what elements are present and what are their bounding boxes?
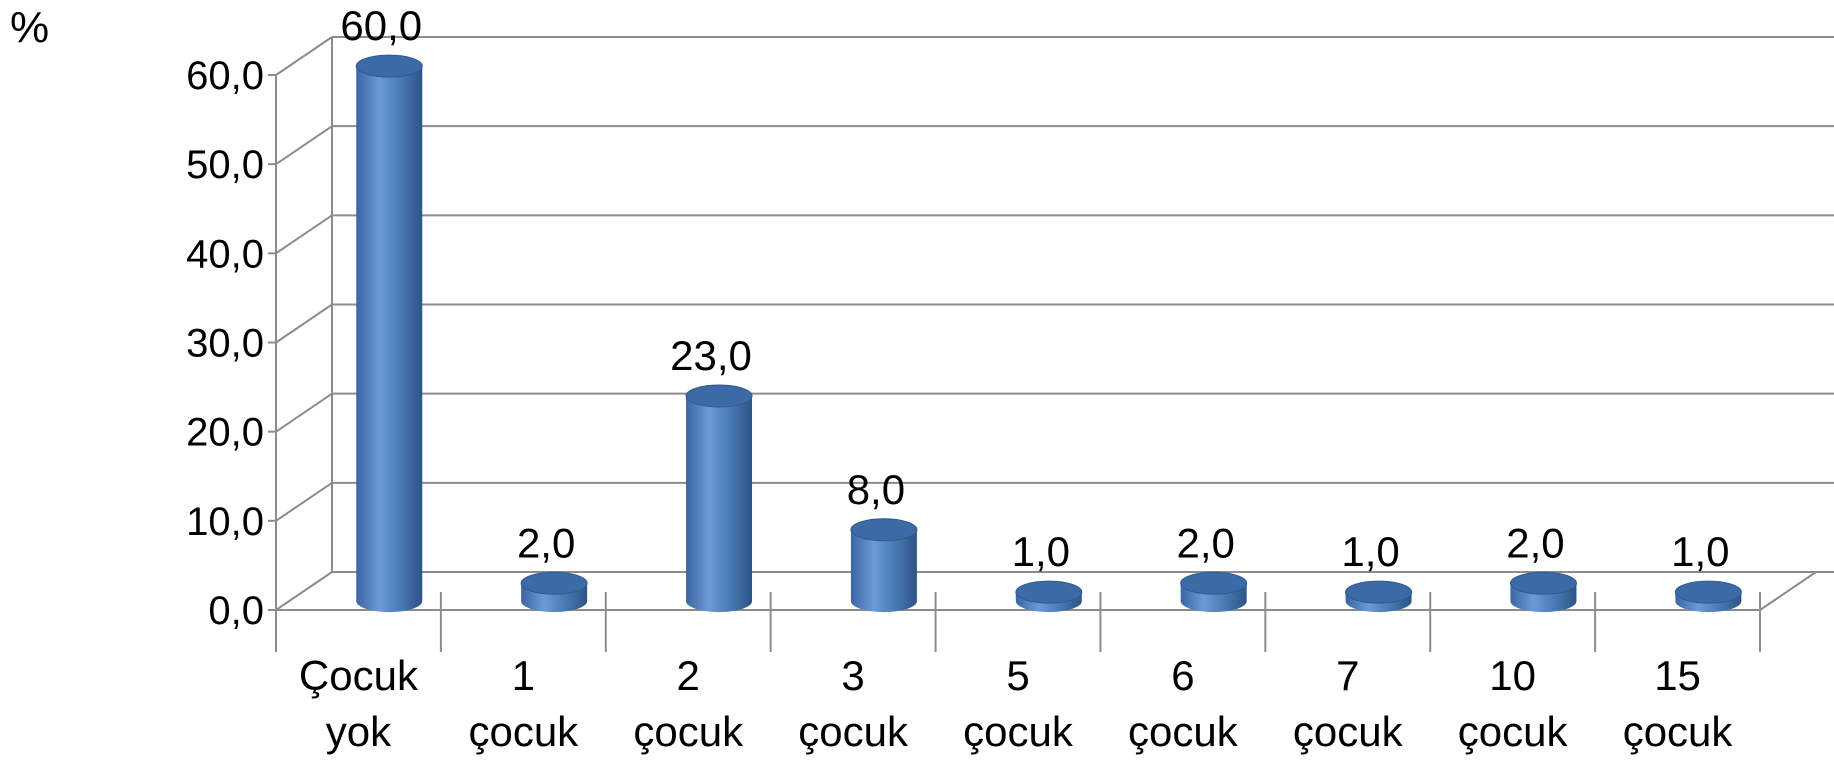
x-category-label: 2	[677, 652, 700, 699]
bar	[1015, 580, 1083, 613]
x-category-label: 5	[1006, 652, 1029, 699]
bar-top	[355, 54, 423, 78]
bar	[850, 518, 918, 613]
bar-top	[1345, 580, 1413, 604]
bar-body	[686, 396, 753, 613]
x-category-label: çocuk	[1293, 708, 1404, 755]
data-label: 1,0	[1671, 528, 1729, 575]
bar-top	[1015, 580, 1083, 604]
x-category-label: çocuk	[1458, 708, 1569, 755]
bars	[355, 54, 1742, 613]
x-category-label: 6	[1171, 652, 1194, 699]
bar	[1345, 580, 1413, 613]
side-wall-gridline	[275, 125, 333, 165]
floor-edge	[1759, 571, 1817, 611]
bar-top	[685, 384, 753, 408]
y-tick-label: 60,0	[186, 54, 264, 98]
bar	[1674, 580, 1742, 613]
bar	[685, 384, 753, 613]
bar-top	[1180, 571, 1248, 595]
side-wall-gridline	[275, 214, 333, 255]
x-category-label: 1	[512, 652, 535, 699]
bar-top	[520, 571, 588, 595]
data-label: 1,0	[1341, 528, 1399, 575]
y-tick-label: 50,0	[186, 143, 264, 187]
y-tick-label: 40,0	[186, 232, 264, 276]
grid-lines	[275, 36, 1834, 611]
side-wall-gridline	[275, 482, 333, 522]
y-tick-label: 20,0	[186, 411, 264, 455]
x-category-label: çocuk	[1623, 708, 1734, 755]
x-category-label: 3	[841, 652, 864, 699]
data-label: 8,0	[847, 466, 905, 513]
axes	[268, 37, 1817, 652]
bar-top	[1674, 580, 1742, 604]
x-category-label: çocuk	[1128, 708, 1239, 755]
x-category-label: 10	[1489, 652, 1536, 699]
y-tick-label: 10,0	[186, 500, 264, 544]
x-category-label: çocuk	[468, 708, 579, 755]
y-unit-label: %	[10, 3, 49, 52]
bar-top	[1509, 571, 1577, 595]
x-category-label: 7	[1336, 652, 1359, 699]
y-tick-label: 30,0	[186, 322, 264, 366]
labels: 0,0 10,0 20,0 30,0 40,0 50,0 60,0% 60,0 Çocuk yok…	[10, 2, 1733, 755]
bar	[1509, 571, 1577, 613]
x-category-label: çocuk	[798, 708, 909, 755]
data-label: 2,0	[1506, 519, 1564, 566]
side-wall-gridline	[275, 392, 333, 433]
bar-body	[356, 66, 423, 613]
data-label: 23,0	[670, 332, 752, 379]
x-category-label: Çocuk	[299, 652, 419, 699]
y-tick-label: 0,0	[208, 589, 264, 633]
side-wall-gridline	[275, 571, 333, 611]
bar	[1180, 571, 1248, 613]
bar-body	[850, 529, 917, 613]
data-label: 2,0	[1176, 519, 1234, 566]
bar	[520, 571, 588, 613]
data-label: 1,0	[1012, 528, 1070, 575]
bar	[355, 54, 423, 613]
data-label: 60,0	[340, 2, 422, 49]
x-category-label: çocuk	[633, 708, 744, 755]
x-category-label: yok	[326, 708, 392, 755]
data-label: 2,0	[517, 519, 575, 566]
x-category-label: 15	[1654, 652, 1701, 699]
bar-top	[850, 518, 918, 542]
side-wall-gridline	[275, 36, 333, 76]
x-category-label: çocuk	[963, 708, 1074, 755]
side-wall-gridline	[275, 303, 333, 344]
